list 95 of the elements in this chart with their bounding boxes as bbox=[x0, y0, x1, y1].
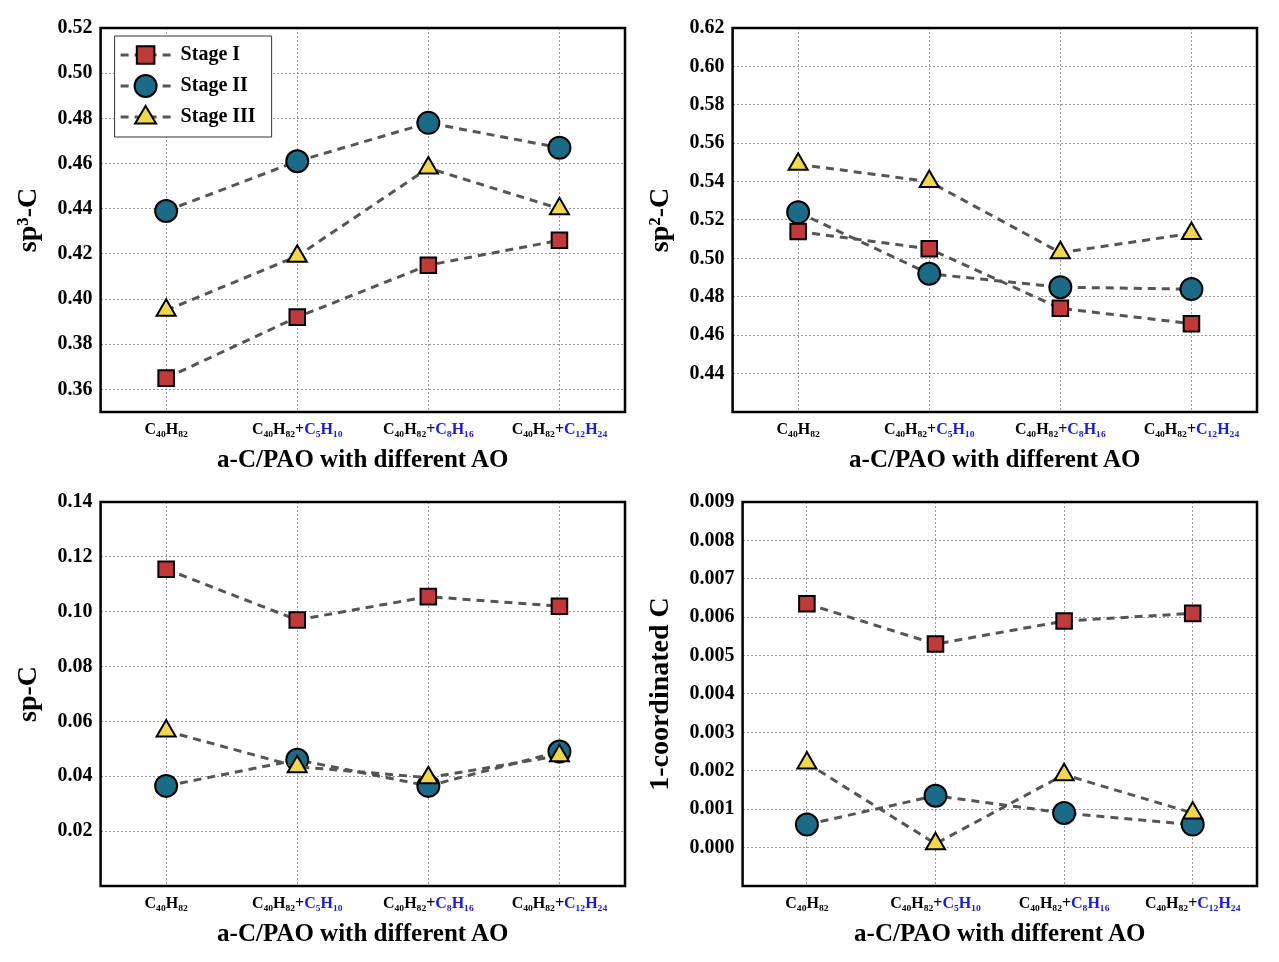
x-tick-label: C₄₀H₈₂+C₁₂H₂₄ bbox=[1144, 894, 1241, 912]
point bbox=[1182, 314, 1201, 333]
y-tick-label: 0.36 bbox=[57, 376, 93, 399]
point bbox=[1052, 801, 1077, 826]
point bbox=[923, 783, 948, 808]
y-tick-label: 0.12 bbox=[57, 544, 93, 567]
point bbox=[416, 110, 441, 135]
y-tick-label: 0.10 bbox=[57, 598, 93, 621]
point bbox=[920, 240, 939, 258]
y-tick-label: 0.001 bbox=[689, 796, 735, 819]
y-tick-label: 0.46 bbox=[689, 322, 725, 345]
point bbox=[1048, 275, 1073, 300]
point bbox=[789, 222, 807, 241]
point bbox=[1183, 604, 1202, 623]
x-axis-title: a-C/PAO with different AO bbox=[217, 445, 509, 473]
y-tick-label: 0.06 bbox=[57, 708, 93, 731]
y-tick-label: 0.008 bbox=[689, 527, 735, 550]
y-axis-title: sp²-C bbox=[643, 187, 675, 253]
y-tick-label: 0.005 bbox=[689, 642, 735, 665]
point bbox=[285, 149, 310, 174]
x-tick-label: C₄₀H₈₂+C₈H₁₆ bbox=[1015, 420, 1106, 438]
y-tick-label: 0.004 bbox=[689, 681, 735, 704]
y-tick-label: 0.52 bbox=[689, 207, 725, 230]
x-tick-label: C₄₀H₈₂+C₈H₁₆ bbox=[383, 894, 474, 912]
point bbox=[786, 200, 811, 225]
x-tick-label: C₄₀H₈₂+C₅H₁₀ bbox=[890, 894, 982, 912]
x-axis-title: a-C/PAO with different AO bbox=[849, 445, 1141, 473]
x-tick-label: C₄₀H₈₂+C₁₂H₂₄ bbox=[511, 420, 608, 438]
point bbox=[1055, 612, 1073, 630]
y-tick-label: 0.08 bbox=[57, 653, 93, 676]
x-tick-label: C₄₀H₈₂+C₅H₁₀ bbox=[251, 420, 343, 438]
y-tick-label: 0.60 bbox=[689, 53, 725, 76]
point bbox=[419, 256, 438, 274]
y-tick-label: 0.44 bbox=[689, 360, 725, 383]
y-tick-label: 0.007 bbox=[689, 565, 735, 588]
point bbox=[154, 773, 179, 798]
y-tick-label: 0.42 bbox=[57, 241, 93, 264]
y-tick-label: 0.56 bbox=[689, 130, 725, 153]
point bbox=[288, 611, 307, 629]
legend-label: Stage I bbox=[180, 42, 241, 66]
point bbox=[1051, 299, 1070, 318]
point bbox=[917, 261, 942, 286]
x-tick-label: C₄₀H₈₂+C₅H₁₀ bbox=[883, 420, 975, 438]
y-tick-label: 0.62 bbox=[689, 15, 725, 38]
x-tick-label: C₄₀H₈₂+C₁₂H₂₄ bbox=[1143, 420, 1240, 438]
legend-label: Stage III bbox=[180, 104, 256, 128]
y-tick-label: 0.58 bbox=[689, 91, 725, 114]
point bbox=[157, 369, 175, 387]
y-tick-label: 0.48 bbox=[689, 283, 725, 306]
y-axis-title: sp³-C bbox=[11, 187, 43, 253]
legend-label: Stage II bbox=[180, 73, 249, 97]
x-tick-label: C₄₀H₈₂+C₁₂H₂₄ bbox=[511, 894, 608, 912]
point bbox=[1179, 277, 1204, 302]
y-axis-title: sp-C bbox=[11, 665, 43, 723]
point bbox=[918, 169, 940, 189]
y-tick-label: 0.003 bbox=[689, 719, 735, 742]
point bbox=[798, 594, 816, 613]
point bbox=[1180, 221, 1202, 240]
y-tick-label: 0.52 bbox=[57, 15, 93, 38]
y-tick-label: 0.54 bbox=[689, 168, 725, 191]
x-tick-label: C₄₀H₈₂ bbox=[144, 420, 188, 438]
x-tick-label: C₄₀H₈₂+C₈H₁₆ bbox=[1018, 894, 1110, 912]
point bbox=[794, 812, 819, 837]
point bbox=[157, 560, 175, 578]
point bbox=[419, 587, 438, 606]
point bbox=[550, 231, 569, 250]
y-axis-title: 1-coordinated C bbox=[643, 597, 675, 791]
y-tick-label: 0.04 bbox=[57, 763, 93, 786]
x-axis-title: a-C/PAO with different AO bbox=[217, 919, 509, 947]
point bbox=[154, 198, 179, 223]
x-tick-label: C₄₀H₈₂ bbox=[785, 894, 829, 912]
y-tick-label: 0.02 bbox=[57, 818, 93, 841]
x-tick-label: C₄₀H₈₂+C₅H₁₀ bbox=[251, 894, 343, 912]
y-tick-label: 0.002 bbox=[689, 757, 735, 780]
x-tick-label: C₄₀H₈₂ bbox=[144, 894, 188, 912]
y-tick-label: 0.40 bbox=[57, 286, 93, 309]
y-tick-label: 0.000 bbox=[689, 834, 735, 857]
point bbox=[547, 135, 572, 160]
y-tick-label: 0.50 bbox=[689, 245, 725, 268]
point bbox=[550, 597, 569, 616]
y-tick-label: 0.50 bbox=[57, 60, 93, 83]
point bbox=[926, 635, 945, 653]
point bbox=[1049, 240, 1071, 260]
point bbox=[288, 308, 307, 326]
y-tick-label: 0.46 bbox=[57, 150, 93, 173]
y-tick-label: 0.006 bbox=[689, 604, 735, 627]
x-tick-label: C₄₀H₈₂ bbox=[776, 420, 820, 438]
y-tick-label: 0.44 bbox=[57, 195, 93, 218]
x-axis-title: a-C/PAO with different AO bbox=[854, 919, 1146, 947]
y-tick-label: 0.48 bbox=[57, 105, 93, 128]
x-tick-label: C₄₀H₈₂+C₈H₁₆ bbox=[383, 420, 474, 438]
y-tick-label: 0.38 bbox=[57, 331, 93, 354]
y-tick-label: 0.009 bbox=[689, 489, 735, 512]
y-tick-label: 0.14 bbox=[57, 489, 93, 512]
point bbox=[787, 152, 809, 171]
